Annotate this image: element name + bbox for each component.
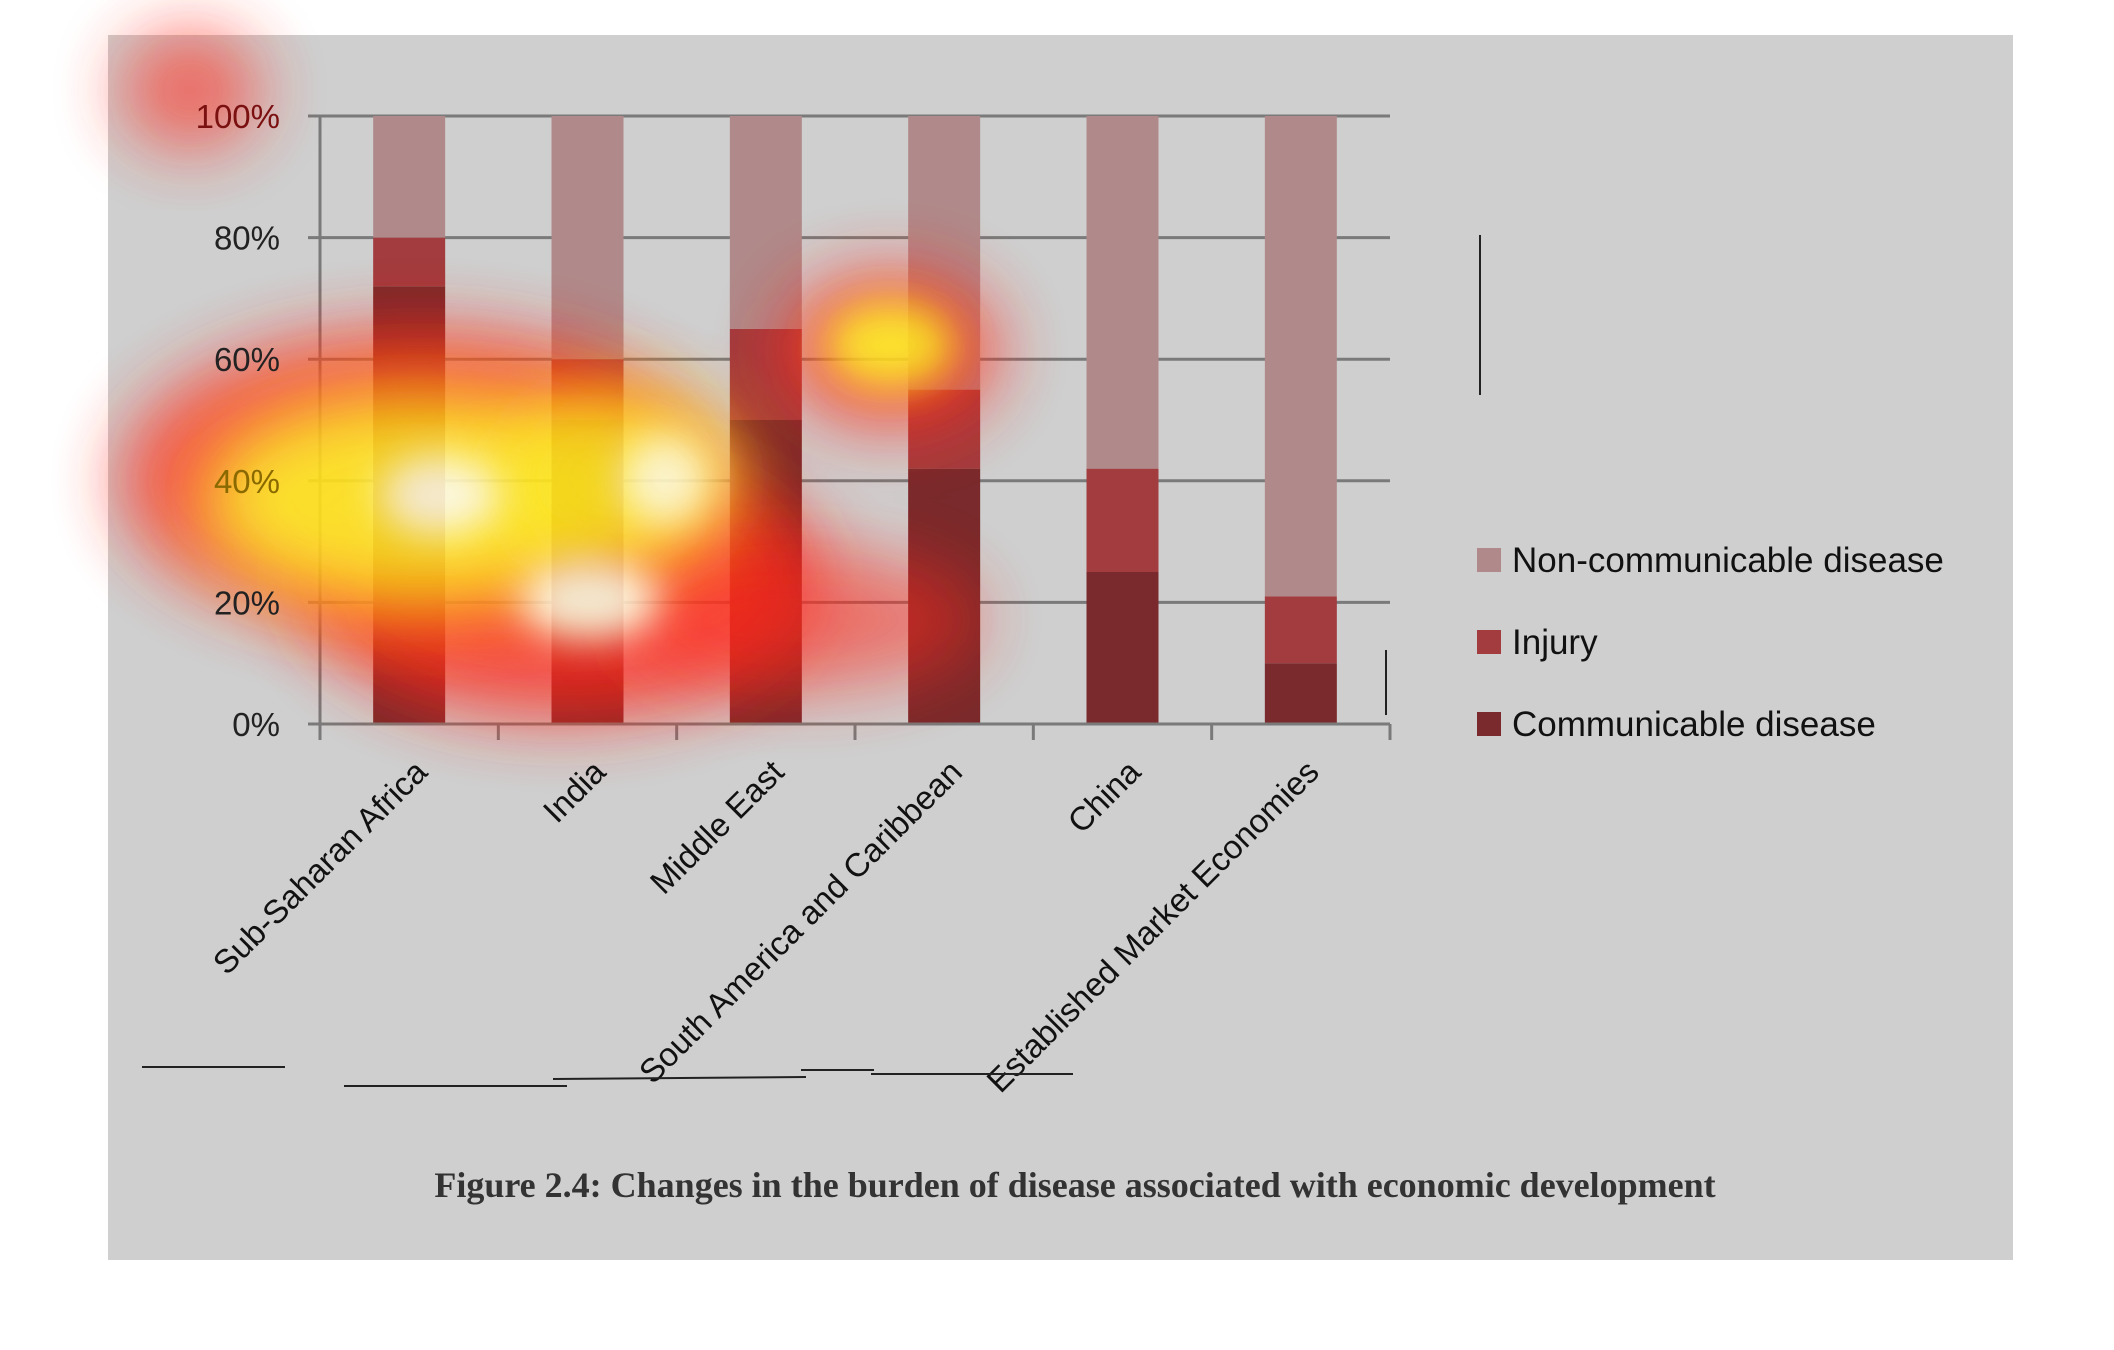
x-category-label: Sub-Saharan Africa — [206, 752, 435, 981]
y-tick-label: 0% — [232, 706, 280, 743]
figure-caption: Figure 2.4: Changes in the burden of dis… — [434, 1165, 1715, 1205]
heat-blob — [620, 435, 710, 525]
x-category-label: Established Market Economies — [979, 753, 1326, 1100]
legend: Non-communicable disease Injury Communicab… — [1477, 541, 1944, 744]
y-axis-ticks: 0% 20% 40% 60% 80% 100% — [196, 98, 280, 743]
x-category-label: Middle East — [643, 753, 791, 901]
x-category-label: China — [1060, 752, 1148, 840]
legend-label: Injury — [1512, 623, 1598, 662]
x-category-label: India — [536, 752, 613, 829]
heat-blob — [825, 300, 955, 390]
bar-segment-communicable-disease — [1086, 572, 1159, 724]
heat-blob — [380, 455, 500, 535]
bar-segment-non-communicable-disease — [729, 116, 802, 329]
legend-swatch — [1477, 712, 1501, 736]
y-tick-label: 60% — [214, 341, 280, 378]
y-tick-label: 80% — [214, 220, 280, 257]
bar-segment-non-communicable-disease — [551, 116, 624, 360]
x-axis-categories: Sub-Saharan Africa India Middle EastSouth … — [206, 752, 1326, 1099]
y-tick-label: 40% — [214, 463, 280, 500]
bar-segment-injury — [1086, 468, 1159, 572]
x-category-label: South America and Caribbean — [632, 753, 969, 1090]
bar-segment-injury — [373, 237, 446, 287]
legend-label: Non-communicable disease — [1512, 541, 1944, 580]
y-tick-label: 100% — [196, 98, 280, 135]
heatmap-overlay — [120, 30, 1000, 720]
bar-segment-communicable-disease — [1264, 663, 1337, 724]
bar-segment-injury — [1264, 596, 1337, 664]
heat-blob — [520, 560, 660, 640]
bar-segment-non-communicable-disease — [373, 116, 446, 238]
legend-label: Communicable disease — [1512, 705, 1876, 744]
bar-segment-non-communicable-disease — [1264, 116, 1337, 597]
bar-segment-non-communicable-disease — [1086, 116, 1159, 469]
y-tick-label: 20% — [214, 584, 280, 621]
heat-blob — [120, 30, 260, 150]
decorative-lines — [142, 235, 1481, 1087]
heat-blob — [620, 550, 980, 690]
legend-swatch — [1477, 548, 1501, 572]
legend-swatch — [1477, 630, 1501, 654]
